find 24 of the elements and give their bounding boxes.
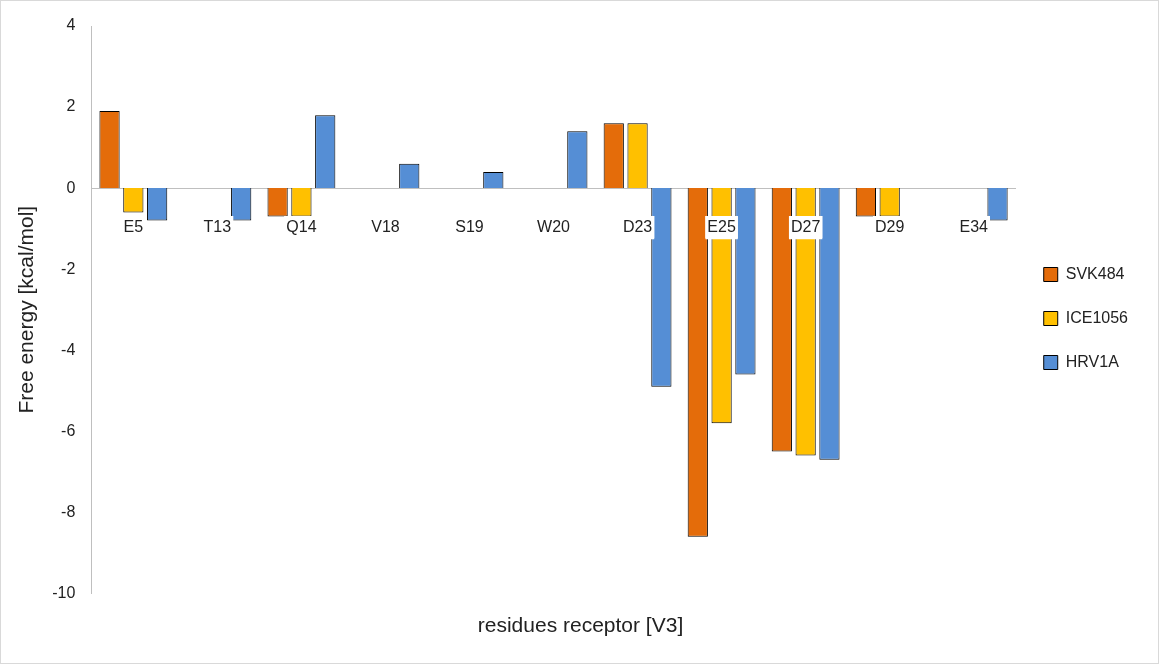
x-tick-label: Q14 [286, 218, 317, 236]
y-tick-label: 0 [66, 178, 76, 196]
x-tick-label: E34 [959, 218, 989, 236]
y-tick-label: 4 [66, 16, 76, 34]
x-tick-label: T13 [203, 218, 232, 236]
x-axis-title: residues receptor [V3] [476, 613, 685, 637]
y-axis-title: Free energy [kcal/mol] [14, 205, 38, 414]
legend-label: SVK484 [1065, 264, 1125, 282]
y-tick-label: -4 [61, 340, 76, 358]
y-tick-label: -2 [61, 259, 76, 277]
y-tick-label: 2 [66, 97, 76, 115]
x-tick-label: S19 [455, 218, 484, 236]
y-tick-label: -10 [52, 583, 76, 601]
x-tick-label: D27 [790, 218, 821, 236]
legend-label: ICE1056 [1065, 308, 1129, 326]
x-tick-label: E25 [707, 218, 736, 236]
y-tick-label: -6 [61, 421, 76, 439]
x-tick-label: V18 [371, 218, 400, 236]
x-tick-label: D23 [622, 218, 653, 236]
y-tick-label: -8 [61, 502, 76, 520]
x-tick-label: W20 [537, 218, 571, 236]
x-tick-label: D29 [875, 218, 905, 236]
legend-label: HRV1A [1065, 352, 1120, 370]
x-tick-label: E5 [123, 218, 144, 236]
